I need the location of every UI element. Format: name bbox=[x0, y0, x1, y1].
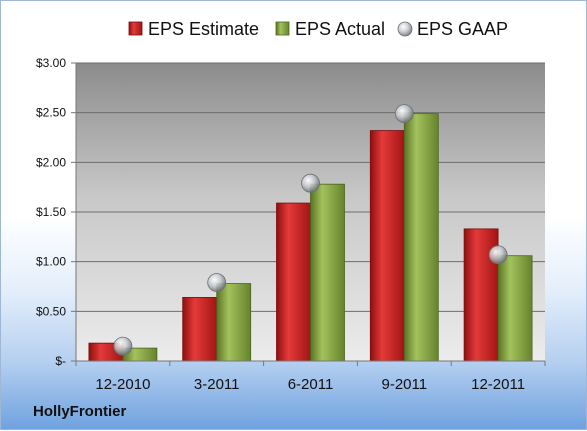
bar-eps-estimate bbox=[276, 202, 311, 362]
y-tick-label: $- bbox=[55, 354, 66, 368]
marker-eps-gaap bbox=[207, 273, 227, 292]
x-category-label: 9-2011 bbox=[382, 376, 428, 393]
legend-label: EPS Actual bbox=[295, 19, 385, 39]
bars bbox=[88, 113, 533, 362]
marker-eps-gaap bbox=[488, 245, 508, 265]
axes: $- $0.50 $1.00 $1.50 $2.00 $2.50 $3.00 12-2010 3… bbox=[36, 56, 546, 393]
bar-eps-estimate bbox=[182, 297, 218, 362]
x-category-label: 3-2011 bbox=[194, 376, 240, 393]
legend-swatch-eps-actual bbox=[275, 21, 290, 36]
y-tick-label: $1.50 bbox=[36, 205, 66, 219]
y-tick-label: $3.00 bbox=[36, 56, 66, 70]
legend-swatch-eps-estimate bbox=[128, 21, 143, 36]
y-tick-label: $2.50 bbox=[36, 106, 66, 120]
legend: EPS Estimate EPS Actual EPS GAAP bbox=[128, 19, 508, 39]
x-category-label: 6-2011 bbox=[288, 376, 334, 393]
y-tick-label: $2.00 bbox=[36, 155, 66, 169]
marker-eps-gaap bbox=[113, 336, 133, 356]
bar-eps-actual bbox=[497, 255, 533, 362]
legend-label: EPS GAAP bbox=[417, 19, 508, 39]
company-name: HollyFrontier bbox=[33, 403, 127, 420]
x-category-label: 12-2010 bbox=[95, 376, 150, 393]
marker-eps-gaap bbox=[394, 104, 414, 124]
bar-eps-estimate bbox=[369, 130, 405, 362]
legend-swatch-eps-gaap bbox=[397, 21, 413, 37]
bar-eps-actual bbox=[216, 283, 252, 362]
bar-eps-actual bbox=[310, 183, 345, 362]
gaap-markers bbox=[113, 104, 508, 356]
y-tick-label: $0.50 bbox=[36, 304, 66, 318]
marker-eps-gaap bbox=[301, 173, 320, 193]
legend-label: EPS Estimate bbox=[148, 19, 259, 39]
bar-eps-actual bbox=[403, 113, 439, 362]
y-tick-label: $1.00 bbox=[36, 255, 66, 269]
x-category-label: 12-2011 bbox=[471, 376, 525, 393]
